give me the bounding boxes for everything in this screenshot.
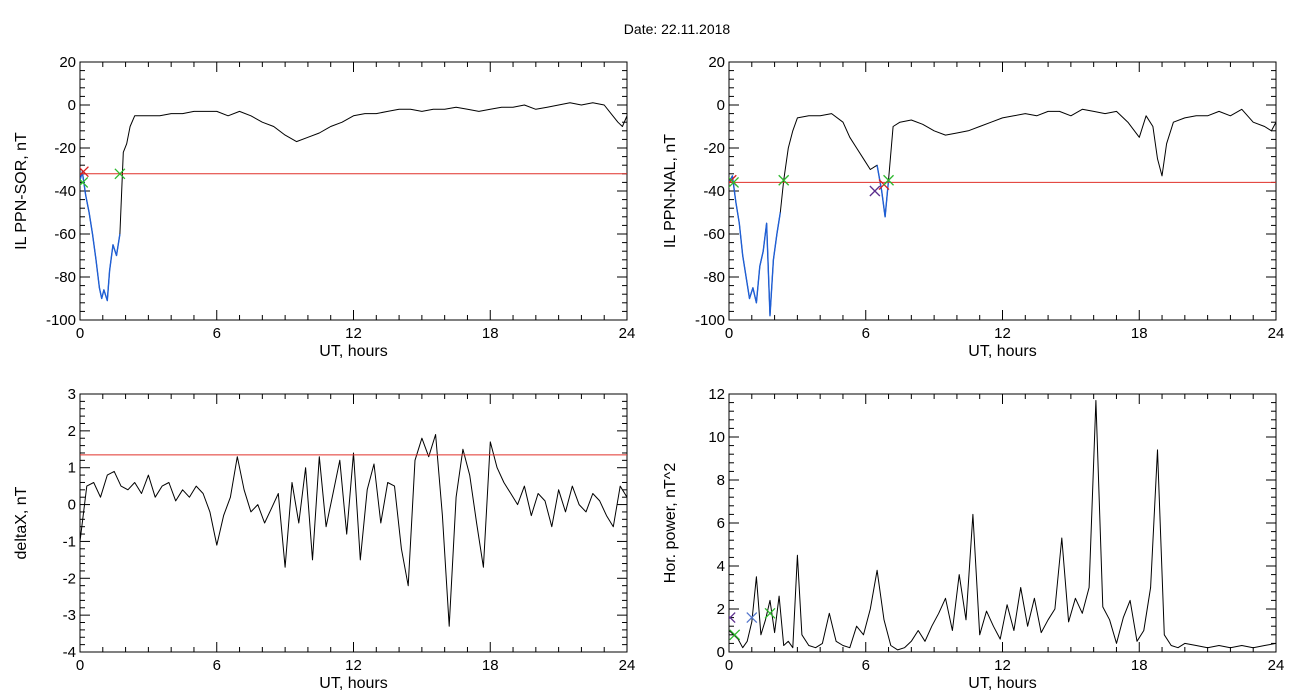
- y-tick-label: 0: [68, 97, 76, 114]
- y-tick-label: 1: [68, 460, 76, 477]
- x-tick-label: 18: [482, 657, 499, 674]
- figure-title: Date: 22.11.2018: [624, 21, 731, 37]
- plot-area: [80, 434, 627, 627]
- event-marker: [883, 174, 895, 186]
- highlight-series-line: [80, 171, 121, 302]
- x-tick-label: 24: [619, 657, 636, 674]
- event-marker: [80, 176, 89, 188]
- event-marker: [764, 607, 776, 619]
- y-tick-label: 3: [68, 386, 76, 403]
- y-tick-label: -100: [695, 312, 725, 329]
- x-tick-label: 0: [725, 325, 733, 342]
- plot-frame: [79, 393, 628, 653]
- y-tick-label: -60: [54, 226, 76, 243]
- event-marker: [746, 612, 758, 624]
- x-tick-label: 18: [1131, 657, 1148, 674]
- trace-series-line: [80, 434, 627, 627]
- y-tick-label: 0: [717, 97, 725, 114]
- event-marker: [80, 166, 89, 178]
- y-tick-label: -4: [63, 644, 76, 661]
- y-tick-label: -3: [63, 607, 76, 624]
- y-axis-label: deltaX, nT: [13, 486, 30, 559]
- y-tick-label: -80: [703, 269, 725, 286]
- highlight-series-line: [876, 165, 890, 218]
- y-tick-label: -40: [54, 183, 76, 200]
- x-tick-label: 12: [994, 325, 1011, 342]
- y-tick-label: 12: [708, 386, 725, 403]
- y-axis-label: Hor. power, nT^2: [662, 463, 679, 584]
- y-tick-label: -60: [703, 226, 725, 243]
- x-tick-label: 6: [213, 657, 221, 674]
- plot-area: [80, 102, 627, 302]
- y-tick-label: -100: [46, 312, 76, 329]
- trace-series-line: [729, 400, 1276, 651]
- x-tick-label: 18: [1131, 325, 1148, 342]
- y-axis-label: IL PPN-NAL, nT: [662, 134, 679, 248]
- x-axis-label: UT, hours: [319, 675, 387, 692]
- x-tick-label: 6: [213, 325, 221, 342]
- event-marker: [778, 174, 790, 186]
- event-marker: [114, 168, 126, 180]
- plot-area: [729, 400, 1276, 651]
- x-tick-label: 6: [862, 325, 870, 342]
- x-tick-label: 18: [482, 325, 499, 342]
- y-tick-label: 6: [717, 515, 725, 532]
- trace-series-line: [80, 102, 627, 302]
- x-axis-label: UT, hours: [968, 343, 1036, 360]
- y-tick-label: 20: [59, 54, 76, 71]
- x-tick-label: 0: [76, 657, 84, 674]
- y-tick-label: -80: [54, 269, 76, 286]
- y-axis-label: IL PPN-SOR, nT: [13, 132, 30, 250]
- event-marker: [729, 176, 740, 188]
- x-tick-label: 0: [725, 657, 733, 674]
- plot-frame: [728, 393, 1277, 653]
- y-tick-label: 8: [717, 472, 725, 489]
- event-marker: [729, 612, 736, 624]
- x-tick-label: 12: [345, 657, 362, 674]
- x-tick-label: 6: [862, 657, 870, 674]
- y-tick-label: 4: [717, 558, 725, 575]
- y-tick-label: -1: [63, 533, 76, 550]
- y-tick-label: 0: [68, 497, 76, 514]
- y-tick-label: 20: [708, 54, 725, 71]
- event-marker: [729, 629, 741, 641]
- x-axis-label: UT, hours: [319, 343, 387, 360]
- y-tick-label: -2: [63, 570, 76, 587]
- x-tick-label: 12: [345, 325, 362, 342]
- y-tick-label: 10: [708, 429, 725, 446]
- y-tick-label: -40: [703, 183, 725, 200]
- plot-frame: [728, 61, 1277, 321]
- chart-panel-2: 0 6 12 18 24 -100 -80 -60 -40 -20 0 20 UT, hours IL P…: [662, 54, 1284, 360]
- trace-series-line: [729, 108, 1276, 317]
- x-axis-label: UT, hours: [968, 675, 1036, 692]
- y-tick-label: 2: [717, 601, 725, 618]
- highlight-series-line: [729, 175, 781, 317]
- x-tick-label: 24: [1268, 325, 1285, 342]
- x-tick-label: 24: [619, 325, 636, 342]
- y-tick-label: -20: [54, 140, 76, 157]
- x-tick-label: 0: [76, 325, 84, 342]
- y-tick-label: 2: [68, 423, 76, 440]
- x-tick-label: 12: [994, 657, 1011, 674]
- chart-panel-1: 0 6 12 18 24 -100 -80 -60 -40 -20 0 20 UT, hours IL P…: [13, 54, 635, 360]
- x-tick-label: 24: [1268, 657, 1285, 674]
- y-tick-label: 0: [717, 644, 725, 661]
- y-tick-label: -20: [703, 140, 725, 157]
- plot-area: [729, 108, 1276, 317]
- plot-frame: [79, 61, 628, 321]
- event-marker: [869, 185, 881, 197]
